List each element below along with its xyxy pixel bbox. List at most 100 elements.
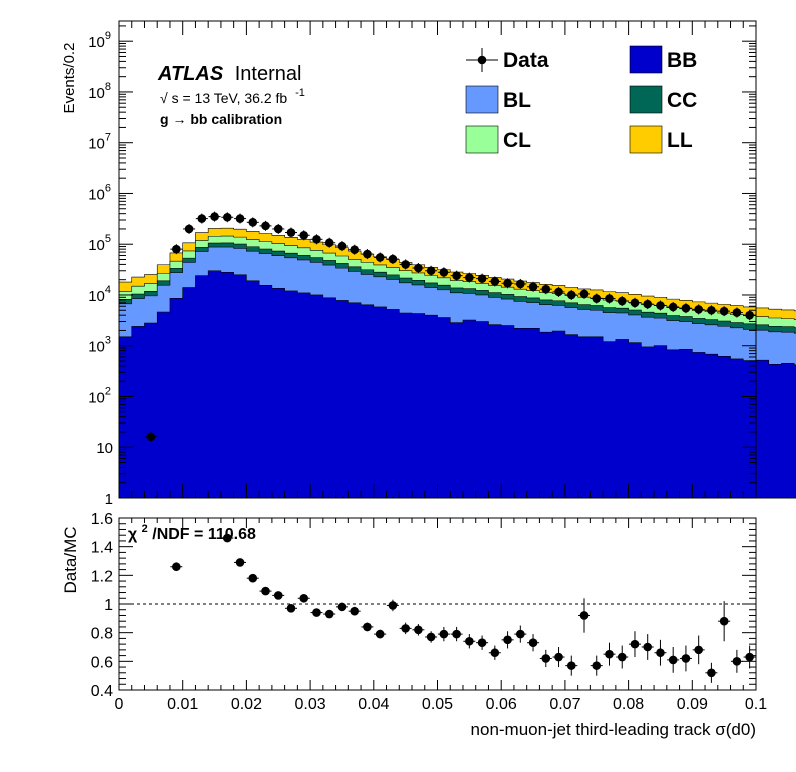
ratio-point: [284, 604, 297, 613]
data-point: [730, 307, 743, 318]
main-panel: 1 10 102 103 104 105 106 107 108 109 Events/0.2 A…: [61, 20, 796, 508]
y-tick-label: 1: [105, 491, 113, 508]
ratio-point: [335, 602, 348, 612]
data-point: [195, 213, 208, 224]
data-point: [654, 300, 667, 311]
data-point: [603, 293, 616, 304]
data-point: [348, 244, 361, 255]
ratio-y-axis: 0.4 0.6 0.8 1 1.2 1.4 1.6: [91, 511, 756, 700]
x-tick-label: 0.1: [745, 696, 767, 713]
legend-label: LL: [667, 129, 693, 152]
x-tick-label: 0.05: [422, 696, 453, 713]
ratio-point: [667, 647, 680, 673]
data-point: [718, 306, 731, 317]
y-tick-label: 104: [88, 284, 111, 305]
data-points: [144, 211, 756, 442]
y-tick-label: 106: [88, 182, 111, 203]
ratio-point: [399, 622, 412, 635]
data-point: [374, 252, 387, 263]
ratio-x-axis: 0 0.01 0.02 0.03 0.04 0.05 0.06 0.07 0.08 0.09 0.1: [115, 518, 767, 713]
data-point: [514, 278, 527, 289]
ratio-point: [450, 626, 463, 642]
legend-item-bl: BL: [465, 85, 531, 114]
ratio-point: [514, 625, 527, 643]
ratio-y-tick-label: 1.4: [91, 540, 113, 557]
legend-label: CL: [503, 129, 531, 152]
y-tick-label: 10: [96, 440, 113, 457]
ratio-point: [234, 558, 247, 567]
y-tick-label: 108: [88, 81, 111, 102]
x-tick-label: 0.08: [613, 696, 644, 713]
x-tick-label: 0: [115, 696, 124, 713]
data-point: [578, 288, 591, 299]
ratio-point: [476, 635, 489, 650]
data-point: [335, 241, 348, 252]
data-point: [476, 273, 489, 284]
ratio-point: [170, 562, 183, 572]
ratio-point: [386, 599, 399, 612]
ratio-point: [628, 631, 641, 658]
ratio-point: [718, 601, 731, 642]
data-point: [297, 230, 310, 241]
main-y-axis: 1 10 102 103 104 105 106 107 108 109: [88, 25, 756, 508]
y-tick-label: 102: [88, 385, 111, 406]
energy-sqrt: √: [160, 90, 168, 106]
data-point: [284, 227, 297, 238]
data-point: [501, 278, 514, 289]
legend-item-bb: BB: [629, 45, 697, 74]
y-tick-label: 105: [88, 233, 111, 254]
legend-swatch: [465, 85, 499, 114]
legend-item-data: Data: [466, 48, 549, 72]
data-point: [144, 431, 157, 442]
selection-label: g → bb calibration: [160, 111, 282, 127]
data-point: [437, 267, 450, 278]
legend-label: BL: [503, 89, 531, 112]
legend-swatch: [629, 85, 663, 114]
main-x-ticks: [118, 21, 757, 498]
ratio-point: [272, 591, 285, 600]
ratio-point: [654, 639, 667, 666]
data-point: [170, 244, 183, 255]
legend-label: Data: [503, 49, 549, 72]
data-point: [259, 220, 272, 231]
data-point: [183, 223, 196, 234]
ratio-y-tick-label: 1.2: [91, 568, 113, 585]
stack-bb: [118, 270, 796, 499]
ratio-point: [246, 573, 259, 583]
ratio-y-axis-label: Data/MC: [61, 526, 80, 593]
ratio-y-tick-label: 0.4: [91, 683, 113, 700]
data-point: [565, 289, 578, 300]
ratio-point: [310, 608, 323, 617]
ratio-point: [527, 634, 540, 652]
legend-swatch: [629, 125, 663, 154]
data-point: [590, 293, 603, 304]
data-point: [705, 305, 718, 316]
x-tick-label: 0.01: [167, 696, 198, 713]
energy-label: √ s = 13 TeV, 36.2 fb -1: [160, 87, 305, 106]
ratio-y-tick-label: 1: [104, 597, 113, 614]
chi2-label: χ 2 /NDF = 110.68: [128, 519, 256, 543]
ratio-point: [259, 586, 272, 596]
legend-item-cc: CC: [629, 85, 697, 114]
data-point: [234, 213, 247, 224]
legend-marker: [477, 55, 487, 65]
ratio-y-tick-label: 0.8: [91, 626, 113, 643]
atlas-label: ATLAS: [157, 63, 224, 85]
ratio-point: [705, 662, 718, 683]
ratio-point: [323, 609, 336, 619]
data-point: [552, 286, 565, 297]
data-point: [399, 259, 412, 270]
atlas-status: Internal: [235, 63, 302, 85]
ratio-point: [692, 635, 705, 665]
ratio-point: [425, 631, 438, 643]
data-point: [667, 301, 680, 312]
ratio-point: [297, 593, 310, 603]
chi2-text: /NDF = 110.68: [152, 526, 256, 543]
legend: Data BB BL CC CL LL: [465, 45, 697, 154]
data-point: [488, 276, 501, 287]
x-tick-label: 0.06: [486, 696, 517, 713]
ratio-point: [603, 642, 616, 666]
data-point: [616, 296, 629, 307]
x-tick-label: 0.07: [549, 696, 580, 713]
ratio-point: [374, 629, 387, 639]
